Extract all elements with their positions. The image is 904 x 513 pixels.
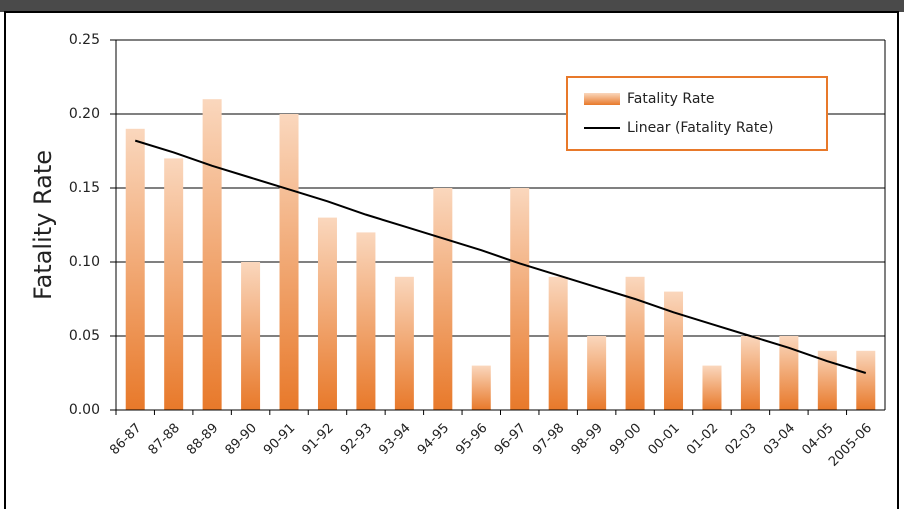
bar — [740, 336, 760, 410]
y-tick-label: 0.15 — [69, 180, 100, 196]
bar — [779, 336, 799, 410]
top-bar — [0, 0, 904, 12]
bar — [241, 262, 261, 410]
bar — [702, 365, 722, 410]
y-tick-label: 0.10 — [69, 254, 100, 270]
legend-label: Fatality Rate — [627, 91, 715, 107]
y-tick-label: 0.20 — [69, 106, 100, 122]
bar — [433, 188, 453, 410]
legend-box — [566, 76, 828, 151]
bar — [279, 114, 299, 410]
legend-label: Linear (Fatality Rate) — [627, 120, 773, 136]
bar — [317, 217, 337, 410]
bar — [164, 158, 184, 410]
trend-line — [134, 139, 867, 374]
bar — [394, 276, 414, 410]
bar — [202, 99, 222, 410]
bar — [817, 350, 837, 410]
y-tick-label: 0.25 — [69, 32, 100, 48]
y-tick-label: 0.00 — [69, 402, 100, 418]
y-tick-label: 0.05 — [69, 328, 100, 344]
bar — [587, 336, 607, 410]
bar — [510, 188, 530, 410]
y-axis-title: Fatality Rate — [29, 150, 57, 300]
bar — [548, 276, 568, 410]
bar — [471, 365, 491, 410]
bar — [664, 291, 684, 410]
bar — [625, 276, 645, 410]
bar — [356, 232, 376, 410]
legend-swatch — [584, 93, 620, 105]
bar — [856, 350, 876, 410]
bar — [125, 128, 145, 411]
